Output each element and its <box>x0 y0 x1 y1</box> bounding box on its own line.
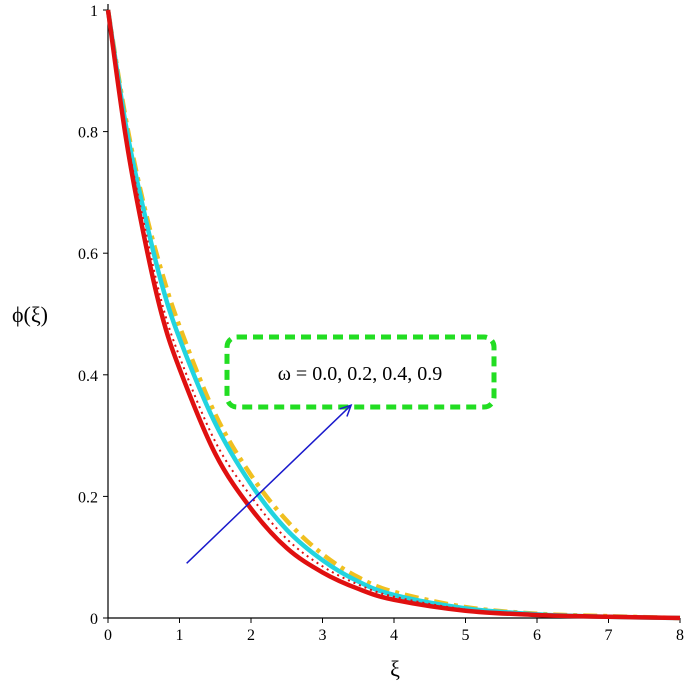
y-tick-label: 0.8 <box>78 125 98 142</box>
x-tick-label: 5 <box>462 627 470 644</box>
x-tick-label: 8 <box>676 627 684 644</box>
y-axis-title: ϕ(ξ) <box>12 302 48 327</box>
annotation-arrow <box>186 404 352 564</box>
x-tick-label: 3 <box>319 627 327 644</box>
y-tick-label: 0.2 <box>78 489 98 506</box>
annotation-box <box>224 334 497 410</box>
series-line-3 <box>105 9 681 621</box>
x-tick-label: 2 <box>247 627 255 644</box>
x-axis-title: ξ <box>390 656 400 681</box>
y-tick-label: 0.6 <box>78 246 98 263</box>
y-tick-label: 0.4 <box>78 368 98 385</box>
annotation-label: ω = 0.0, 0.2, 0.4, 0.9 <box>278 363 442 385</box>
x-tick-label: 6 <box>533 627 541 644</box>
axes: 0 1 2 3 4 5 6 7 8 0 0.2 0.4 0.6 0.8 1 <box>78 3 684 644</box>
series-layer <box>105 9 681 621</box>
annotation: ω = 0.0, 0.2, 0.4, 0.9 <box>186 334 497 564</box>
series-line-2 <box>107 9 681 619</box>
y-tick-label: 0 <box>90 611 98 628</box>
x-tick-label: 4 <box>390 627 398 644</box>
series-line-4 <box>105 9 681 621</box>
x-tick-label: 0 <box>104 627 112 644</box>
x-tick-label: 7 <box>605 627 613 644</box>
x-tick-label: 1 <box>176 627 184 644</box>
y-tick-label: 1 <box>90 3 98 20</box>
annotation-arrowhead <box>339 404 353 417</box>
series-line-1 <box>105 9 681 621</box>
